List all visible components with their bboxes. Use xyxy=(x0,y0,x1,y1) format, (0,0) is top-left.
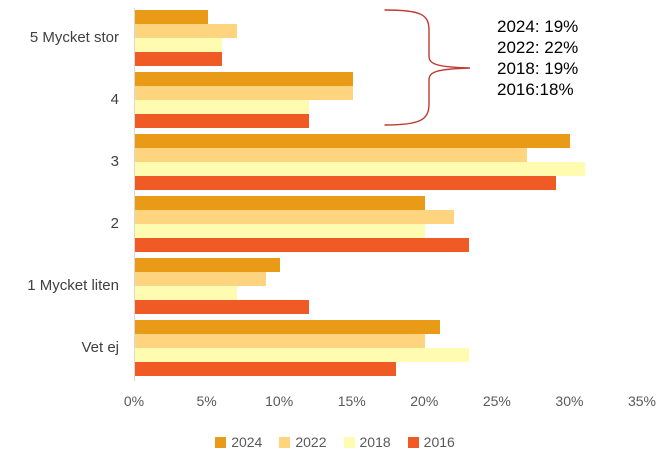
bar-2018-2 xyxy=(135,224,426,238)
annotation-text: 2024: 19% 2022: 22% 2018: 19% 2016:18% xyxy=(497,16,578,100)
legend-label-2022: 2022 xyxy=(295,434,327,450)
bar-2022-1-mycket-liten xyxy=(135,272,266,286)
category-label-1-mycket-liten: 1 Mycket liten xyxy=(27,277,119,294)
legend-item-2018: 2018 xyxy=(343,433,391,451)
x-tick-label-15: 15% xyxy=(337,393,366,409)
category-label-4: 4 xyxy=(110,91,119,108)
bar-2024-4 xyxy=(135,72,353,86)
bar-2024-5-mycket-stor xyxy=(135,10,208,24)
bar-2018-4 xyxy=(135,100,310,114)
annotation-line-0: 2024: 19% xyxy=(497,17,579,36)
x-axis: 0% 5% 10% 15% 20% 25% 30% 35% xyxy=(0,392,670,412)
category-axis: 5 Mycket stor 4 3 2 1 Mycket liten Vet ej xyxy=(0,10,127,382)
x-tick-label-35: 35% xyxy=(627,393,657,409)
legend-label-2024: 2024 xyxy=(231,434,263,450)
x-tick-label-20: 20% xyxy=(410,393,439,409)
legend-item-2022: 2022 xyxy=(279,433,327,451)
bar-2016-3 xyxy=(135,176,556,190)
bar-2018-5-mycket-stor xyxy=(135,38,223,52)
x-tick-label-30: 30% xyxy=(555,393,584,409)
plot-area xyxy=(135,10,643,382)
bar-2024-vet-ej xyxy=(135,320,440,334)
x-tick-label-25: 25% xyxy=(482,393,511,409)
bar-2016-5-mycket-stor xyxy=(135,52,223,66)
bar-2024-2 xyxy=(135,196,426,210)
legend: 2024 2022 2018 2016 xyxy=(0,433,670,451)
legend-label-2016: 2016 xyxy=(423,434,455,450)
category-label-2: 2 xyxy=(110,215,119,232)
category-label-5-mycket-stor: 5 Mycket stor xyxy=(29,29,119,46)
legend-swatch-2018 xyxy=(343,436,355,448)
x-tick-label-5: 5% xyxy=(196,393,217,409)
x-tick-label-10: 10% xyxy=(265,393,294,409)
bar-2018-vet-ej xyxy=(135,348,469,362)
bar-2016-2 xyxy=(135,238,469,252)
category-label-3: 3 xyxy=(110,153,119,170)
bar-2022-4 xyxy=(135,86,353,100)
legend-swatch-2022 xyxy=(279,436,291,448)
legend-swatch-2024 xyxy=(215,436,227,448)
category-label-vet-ej: Vet ej xyxy=(81,339,119,356)
bar-2022-3 xyxy=(135,148,527,162)
bar-2018-1-mycket-liten xyxy=(135,286,237,300)
bar-2024-1-mycket-liten xyxy=(135,258,281,272)
bar-2022-2 xyxy=(135,210,455,224)
annotation-line-1: 2022: 22% xyxy=(497,38,579,57)
legend-label-2018: 2018 xyxy=(359,434,391,450)
legend-item-2024: 2024 xyxy=(215,433,262,451)
curly-brace-icon xyxy=(384,9,471,126)
y-axis-line xyxy=(134,8,135,381)
bar-2018-3 xyxy=(135,162,585,176)
curly-brace-path xyxy=(384,9,471,126)
annotation-line-2: 2018: 19% xyxy=(497,59,579,78)
bar-2016-4 xyxy=(135,114,310,128)
bar-2016-1-mycket-liten xyxy=(135,300,310,314)
bar-2022-vet-ej xyxy=(135,334,426,348)
bar-2016-vet-ej xyxy=(135,362,397,376)
annotation-line-3: 2016:18% xyxy=(497,80,574,99)
x-tick-label-0: 0% xyxy=(123,393,145,409)
legend-swatch-2016 xyxy=(407,436,419,448)
bar-2024-3 xyxy=(135,134,571,148)
bar-2022-5-mycket-stor xyxy=(135,24,237,38)
legend-item-2016: 2016 xyxy=(407,433,455,451)
